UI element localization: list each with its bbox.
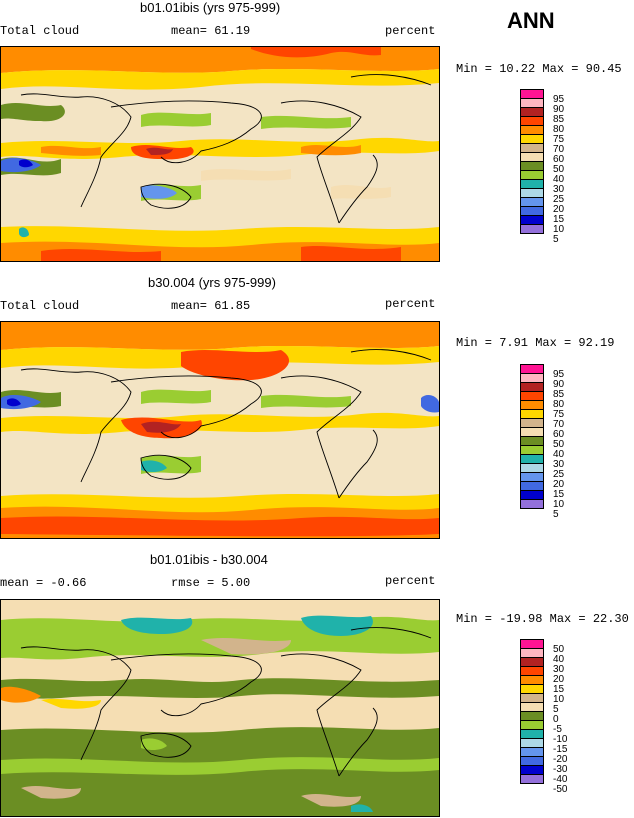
panel-3-units-label: percent — [385, 574, 436, 588]
panel-3-minmax: Min = -19.98 Max = 22.30 — [456, 612, 629, 626]
colorbar-level-label: 50 — [553, 644, 565, 655]
panel-2-map-svg — [1, 322, 439, 538]
panel-1-map — [0, 46, 440, 262]
colorbar-level-label: 80 — [553, 124, 565, 135]
colorbar-level-label: 50 — [553, 439, 565, 450]
colorbar-level-label: 70 — [553, 144, 565, 155]
panel-3-rmse-label: rmse = 5.00 — [171, 576, 251, 590]
colorbar-level-label: 40 — [553, 654, 565, 665]
colorbar-level-label: 5 — [553, 509, 559, 520]
colorbar-level-label: 20 — [553, 204, 565, 215]
panel-2-variable-label: Total cloud — [0, 299, 80, 313]
panel-1-variable-label: Total cloud — [0, 24, 80, 38]
colorbar-level-label: 25 — [553, 469, 565, 480]
colorbar-level-label: 5 — [553, 234, 559, 245]
colorbar-level-label: -5 — [553, 724, 562, 735]
panel-1-mean-label: mean= 61.19 — [171, 24, 251, 38]
colorbar-level-label: 95 — [553, 94, 565, 105]
colorbar-level-label: -50 — [553, 784, 568, 795]
colorbar-level-label: 20 — [553, 674, 565, 685]
colorbar-level-label: 10 — [553, 694, 565, 705]
season-label: ANN — [507, 8, 555, 33]
colorbar-level-label: 40 — [553, 174, 565, 185]
panel-1-map-svg — [1, 47, 439, 261]
colorbar-level-label: 30 — [553, 664, 565, 675]
colorbar-level-label: 90 — [553, 104, 565, 115]
panel-1-units-label: percent — [385, 24, 436, 38]
panel-1-colorbar — [520, 89, 544, 234]
panel-3-title: b01.01ibis - b30.004 — [150, 552, 268, 567]
colorbar-level-label: 75 — [553, 409, 565, 420]
panel-3-map-svg — [1, 600, 439, 816]
colorbar-level-label: 85 — [553, 389, 565, 400]
panel-3-mean-label: mean = -0.66 — [0, 576, 87, 590]
panel-2-units-label: percent — [385, 297, 436, 311]
colorbar-level-label: -20 — [553, 754, 568, 765]
colorbar-level-label: 15 — [553, 214, 565, 225]
colorbar-level-label: 70 — [553, 419, 565, 430]
colorbar-level-label: 15 — [553, 489, 565, 500]
panel-2-mean-label: mean= 61.85 — [171, 299, 251, 313]
panel-3-colorbar — [520, 639, 544, 784]
colorbar-level-label: 5 — [553, 704, 559, 715]
colorbar-level-label: -30 — [553, 764, 568, 775]
colorbar-level-label: 75 — [553, 134, 565, 145]
colorbar-level-label: -40 — [553, 774, 568, 785]
colorbar-level-label: 40 — [553, 449, 565, 460]
colorbar-level-label: 30 — [553, 184, 565, 195]
panel-3-map — [0, 599, 440, 817]
colorbar-level-label: 25 — [553, 194, 565, 205]
panel-2-colorbar — [520, 364, 544, 509]
colorbar-level-label: 80 — [553, 399, 565, 410]
colorbar-level-label: 0 — [553, 714, 559, 725]
colorbar-level-label: 50 — [553, 164, 565, 175]
colorbar-level-label: 10 — [553, 499, 565, 510]
colorbar-cell — [520, 774, 544, 784]
colorbar-level-label: 30 — [553, 459, 565, 470]
colorbar-cell — [520, 224, 544, 234]
colorbar-level-label: 85 — [553, 114, 565, 125]
colorbar-level-label: -10 — [553, 734, 568, 745]
panel-1-minmax: Min = 10.22 Max = 90.45 — [456, 62, 622, 76]
panel-2-minmax: Min = 7.91 Max = 92.19 — [456, 336, 615, 350]
colorbar-level-label: 95 — [553, 369, 565, 380]
panel-2-map — [0, 321, 440, 539]
colorbar-level-label: 10 — [553, 224, 565, 235]
colorbar-level-label: 15 — [553, 684, 565, 695]
colorbar-level-label: 60 — [553, 154, 565, 165]
colorbar-level-label: 60 — [553, 429, 565, 440]
colorbar-level-label: 90 — [553, 379, 565, 390]
colorbar-cell — [520, 499, 544, 509]
colorbar-level-label: 20 — [553, 479, 565, 490]
colorbar-level-label: -15 — [553, 744, 568, 755]
panel-2-title: b30.004 (yrs 975-999) — [148, 275, 276, 290]
panel-1-title: b01.01ibis (yrs 975-999) — [140, 0, 281, 15]
